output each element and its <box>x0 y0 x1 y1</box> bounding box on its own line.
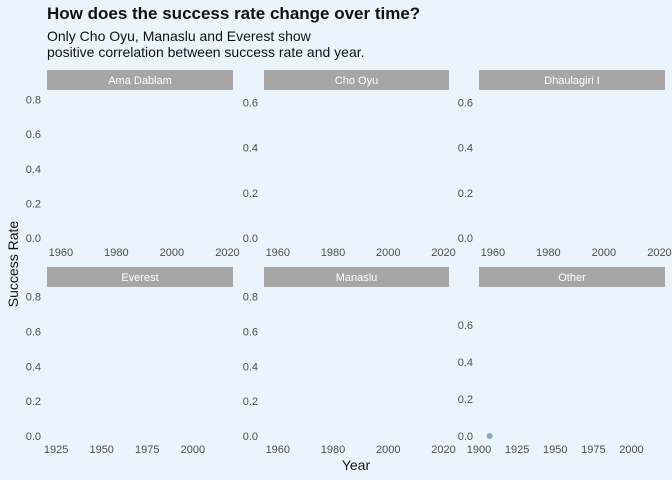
x-tick-label: 1980 <box>104 247 128 259</box>
y-tick-label: 0.0 <box>26 431 41 443</box>
facet-panels: Ama Dablam 0.0 0.2 0.4 0.6 0.8 1960 1980 2000 202… <box>26 70 672 456</box>
facet-panel: Ama Dablam 0.0 0.2 0.4 0.6 0.8 1960 1980 2000 202… <box>26 70 240 259</box>
y-tick-label: 0.6 <box>243 327 258 339</box>
x-tick-label: 1980 <box>536 247 560 259</box>
y-tick-label: 0.0 <box>458 233 473 245</box>
facet-strip-label: Cho Oyu <box>335 75 378 87</box>
facet-strip <box>264 267 449 287</box>
y-tick-label: 0.6 <box>243 97 258 109</box>
x-tick-label: 1960 <box>266 444 290 456</box>
facet-strip-label: Dhaulagiri I <box>544 75 600 87</box>
chart-subtitle: Only Cho Oyu, Manaslu and Everest show p… <box>47 28 365 60</box>
facet-panel: Manaslu 0.0 0.2 0.4 0.6 0.8 1960 1980 2000 2020 <box>243 267 456 456</box>
facet-panel: Dhaulagiri I 0.0 0.2 0.4 0.6 1960 1980 2000 2020 <box>458 70 672 259</box>
y-tick-label: 0.2 <box>458 188 473 200</box>
y-tick-label: 0.0 <box>243 233 258 245</box>
y-tick-label: 0.2 <box>26 198 41 210</box>
y-tick-label: 0.2 <box>458 394 473 406</box>
y-tick-label: 0.4 <box>458 357 473 369</box>
x-tick-label: 1960 <box>266 247 290 259</box>
facet-strip <box>264 70 449 90</box>
y-tick-label: 0.6 <box>458 97 473 109</box>
y-tick-label: 0.4 <box>26 164 41 176</box>
y-tick-label: 0.6 <box>26 327 41 339</box>
x-tick-label: 1980 <box>321 444 345 456</box>
facet-strip-label: Everest <box>121 272 158 284</box>
x-axis-title: Year <box>342 457 371 473</box>
y-tick-label: 0.2 <box>243 396 258 408</box>
y-tick-label: 0.8 <box>243 292 258 304</box>
x-tick-label: 1975 <box>581 444 605 456</box>
x-tick-label: 1950 <box>89 444 113 456</box>
y-tick-label: 0.6 <box>26 129 41 141</box>
x-tick-label: 1925 <box>44 444 68 456</box>
data-point <box>486 433 493 439</box>
x-tick-label: 1960 <box>49 247 73 259</box>
x-tick-label: 1960 <box>481 247 505 259</box>
y-axis-title: Success Rate <box>5 221 21 308</box>
x-tick-label: 2020 <box>431 444 455 456</box>
x-tick-label: 2000 <box>160 247 184 259</box>
y-tick-label: 0.2 <box>243 188 258 200</box>
y-tick-label: 0.6 <box>458 320 473 332</box>
y-tick-label: 0.0 <box>458 431 473 443</box>
y-tick-label: 0.4 <box>243 143 258 155</box>
y-tick-label: 0.8 <box>26 292 41 304</box>
facet-strip <box>479 70 665 90</box>
y-tick-label: 0.4 <box>26 361 41 373</box>
x-tick-label: 1980 <box>321 247 345 259</box>
y-tick-label: 0.4 <box>458 143 473 155</box>
facet-strip-label: Other <box>558 272 586 284</box>
facet-strip-label: Ama Dablam <box>108 75 172 87</box>
x-tick-label: 1900 <box>467 444 491 456</box>
x-tick-label: 2000 <box>376 247 400 259</box>
x-tick-label: 2000 <box>181 444 205 456</box>
x-tick-label: 2000 <box>376 444 400 456</box>
facet-strip <box>47 70 233 90</box>
y-tick-label: 0.0 <box>26 233 41 245</box>
facet-strip <box>479 267 665 287</box>
y-tick-label: 0.2 <box>26 396 41 408</box>
x-tick-label: 1975 <box>135 444 159 456</box>
chart-title: How does the success rate change over ti… <box>47 4 421 23</box>
x-tick-label: 2020 <box>215 247 239 259</box>
x-tick-label: 2000 <box>619 444 643 456</box>
x-tick-label: 2000 <box>592 247 616 259</box>
facet-strip-label: Manaslu <box>336 272 378 284</box>
x-tick-label: 2020 <box>431 247 455 259</box>
y-tick-label: 0.0 <box>243 431 258 443</box>
x-tick-label: 1950 <box>543 444 567 456</box>
y-tick-label: 0.8 <box>26 95 41 107</box>
facet-panel: Cho Oyu 0.0 0.2 0.4 0.6 1960 1980 2000 2020 <box>243 70 456 259</box>
x-tick-label: 2020 <box>647 247 671 259</box>
y-tick-label: 0.4 <box>243 361 258 373</box>
facet-panel: Other 0.0 0.2 0.4 0.6 1900 1925 1950 1975 2000 <box>458 267 665 456</box>
facet-strip <box>47 267 233 287</box>
facet-panel: Everest 0.0 0.2 0.4 0.6 0.8 1925 1950 1975 2000 <box>26 267 233 456</box>
x-tick-label: 1925 <box>505 444 529 456</box>
